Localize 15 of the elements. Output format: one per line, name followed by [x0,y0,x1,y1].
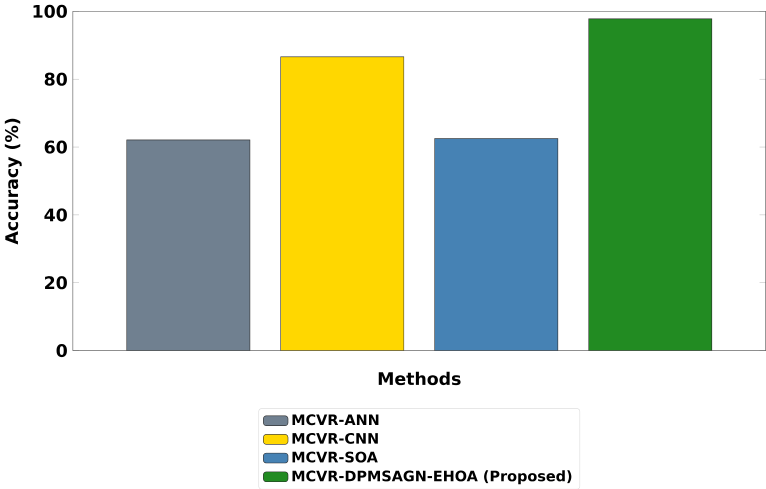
bar [588,18,712,350]
y-tick-label: 60 [44,140,67,154]
legend-label: MCVR-CNN [292,432,378,444]
legend-label: MCVR-ANN [292,414,378,426]
legend-label: MCVR-DPMSAGN-EHOA (Proposed) [292,470,572,484]
bar [280,56,404,350]
legend-label: MCVR-SOA [292,451,378,462]
y-axis-title: Accuracy (%) [4,118,22,244]
y-tick-label: 40 [44,208,67,222]
y-tick-label: 0 [56,344,67,357]
bar [126,139,250,350]
y-tick-label: 20 [45,276,67,290]
y-tick-label: 100 [34,4,67,18]
y-tick-label: 80 [44,72,67,86]
x-axis-title: Methods [378,372,461,385]
